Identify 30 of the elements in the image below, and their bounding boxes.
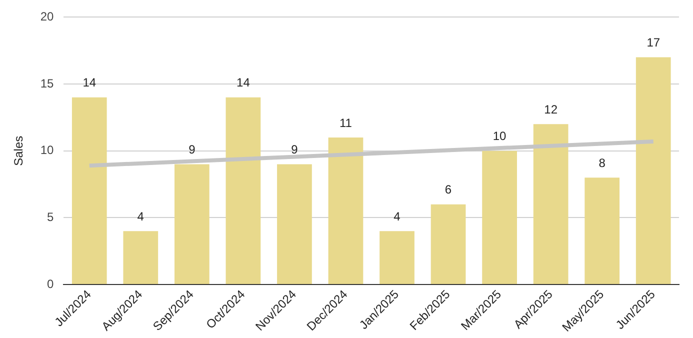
data-label: 8 bbox=[598, 156, 606, 170]
y-tick-label: 5 bbox=[47, 210, 54, 224]
y-tick-label: 10 bbox=[40, 143, 54, 158]
data-label: 17 bbox=[646, 36, 660, 50]
bar bbox=[226, 97, 261, 284]
data-label: 10 bbox=[492, 129, 507, 144]
bar bbox=[72, 97, 107, 284]
bar bbox=[533, 124, 568, 284]
data-label: 9 bbox=[188, 142, 196, 157]
bar bbox=[174, 164, 210, 284]
data-label: 6 bbox=[444, 182, 452, 197]
y-tick-label: 15 bbox=[40, 76, 54, 90]
data-label: 14 bbox=[236, 76, 250, 90]
bar bbox=[328, 138, 364, 284]
data-label: 9 bbox=[291, 142, 298, 157]
bar bbox=[430, 204, 466, 284]
bar bbox=[380, 231, 414, 284]
data-label: 4 bbox=[394, 209, 401, 224]
data-label: 11 bbox=[340, 116, 352, 130]
y-tick-label: 0 bbox=[47, 276, 54, 291]
bar bbox=[584, 178, 620, 284]
bar bbox=[636, 57, 671, 284]
data-label: 4 bbox=[137, 209, 144, 224]
bar bbox=[277, 164, 312, 284]
data-label: 12 bbox=[544, 102, 558, 116]
y-tick-label: 20 bbox=[40, 10, 54, 24]
y-axis-title: Sales bbox=[12, 136, 26, 166]
bar bbox=[123, 231, 158, 284]
data-label: 14 bbox=[82, 76, 96, 90]
bar bbox=[482, 150, 517, 284]
